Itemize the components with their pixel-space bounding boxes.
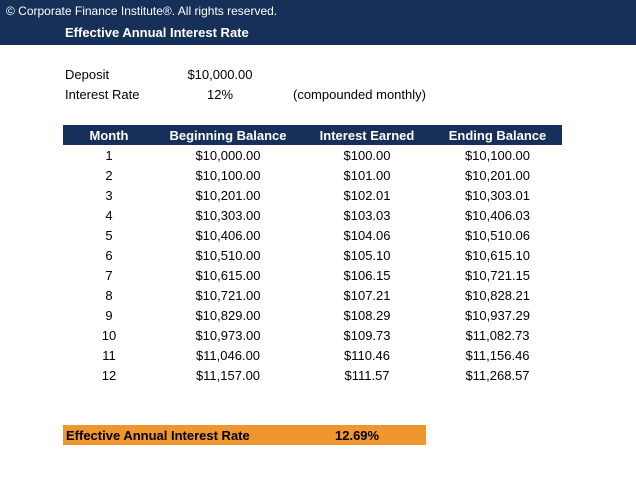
table-row: 4 $10,303.00 $103.03 $10,406.03	[63, 205, 562, 225]
ending-balance-cell[interactable]: $10,303.01	[464, 187, 531, 203]
month-cell[interactable]: 9	[105, 307, 113, 323]
inputs-section: Deposit $10,000.00 Interest Rate 12% (co…	[65, 67, 485, 107]
beginning-balance-cell[interactable]: $11,157.00	[195, 367, 261, 383]
interest-earned-cell[interactable]: $106.15	[343, 267, 391, 283]
column-header-interest-earned: Interest Earned	[301, 125, 433, 145]
table-row: 6 $10,510.00 $105.10 $10,615.10	[63, 245, 562, 265]
deposit-row: Deposit $10,000.00	[65, 67, 485, 87]
column-header-month: Month	[63, 125, 155, 145]
table-row: 1 $10,000.00 $100.00 $10,100.00	[63, 145, 562, 165]
effective-rate-label: Effective Annual Interest Rate	[66, 428, 250, 443]
beginning-balance-cell[interactable]: $10,406.00	[195, 227, 261, 243]
ending-balance-cell[interactable]: $11,156.46	[465, 347, 530, 363]
beginning-balance-cell[interactable]: $10,829.00	[195, 307, 261, 323]
ending-balance-cell[interactable]: $10,406.03	[464, 207, 531, 223]
beginning-balance-cell[interactable]: $10,303.00	[195, 207, 261, 223]
effective-rate-result: Effective Annual Interest Rate 12.69%	[63, 425, 426, 445]
table-row: 5 $10,406.00 $104.06 $10,510.06	[63, 225, 562, 245]
month-cell[interactable]: 1	[105, 147, 113, 163]
table-row: 7 $10,615.00 $106.15 $10,721.15	[63, 265, 562, 285]
table-row: 3 $10,201.00 $102.01 $10,303.01	[63, 185, 562, 205]
interest-earned-cell[interactable]: $103.03	[343, 207, 391, 223]
ending-balance-cell[interactable]: $10,721.15	[464, 267, 531, 283]
copyright-text: © Corporate Finance Institute®. All righ…	[6, 4, 278, 18]
month-cell[interactable]: 2	[105, 167, 113, 183]
column-header-beginning-balance: Beginning Balance	[155, 125, 301, 145]
beginning-balance-cell[interactable]: $10,510.00	[195, 247, 261, 263]
compounding-note: (compounded monthly)	[293, 87, 426, 102]
ending-balance-cell[interactable]: $10,201.00	[464, 167, 531, 183]
month-cell[interactable]: 11	[102, 347, 116, 363]
ending-balance-cell[interactable]: $10,615.10	[464, 247, 531, 263]
table-row: 8 $10,721.00 $107.21 $10,828.21	[63, 285, 562, 305]
month-cell[interactable]: 7	[105, 267, 113, 283]
beginning-balance-cell[interactable]: $10,973.00	[195, 327, 261, 343]
ending-balance-cell[interactable]: $10,828.21	[464, 287, 531, 303]
interest-rate-label: Interest Rate	[65, 87, 140, 102]
table-row: 11 $11,046.00 $110.46 $11,156.46	[63, 345, 562, 365]
interest-earned-cell[interactable]: $102.01	[343, 187, 391, 203]
beginning-balance-cell[interactable]: $10,201.00	[195, 187, 261, 203]
interest-earned-cell[interactable]: $105.10	[343, 247, 391, 263]
effective-rate-value[interactable]: 12.69%	[335, 428, 380, 443]
beginning-balance-cell[interactable]: $11,046.00	[195, 347, 261, 363]
month-cell[interactable]: 6	[105, 247, 113, 263]
column-header-ending-balance: Ending Balance	[433, 125, 562, 145]
interest-earned-cell[interactable]: $109.73	[343, 327, 391, 343]
month-cell[interactable]: 12	[101, 367, 117, 383]
beginning-balance-cell[interactable]: $10,615.00	[195, 267, 261, 283]
ending-balance-cell[interactable]: $11,268.57	[465, 367, 530, 383]
interest-earned-cell[interactable]: $107.21	[343, 287, 391, 303]
interest-earned-cell[interactable]: $111.57	[344, 367, 390, 383]
beginning-balance-cell[interactable]: $10,000.00	[195, 147, 261, 163]
beginning-balance-cell[interactable]: $10,100.00	[195, 167, 261, 183]
interest-earned-cell[interactable]: $108.29	[343, 307, 391, 323]
interest-earned-cell[interactable]: $100.00	[343, 147, 391, 163]
deposit-value[interactable]: $10,000.00	[187, 67, 253, 82]
table-body: 1 $10,000.00 $100.00 $10,100.00 2 $10,100.00 $…	[63, 145, 562, 385]
ending-balance-cell[interactable]: $10,510.06	[464, 227, 531, 243]
interest-rate-value[interactable]: 12%	[206, 87, 234, 102]
interest-schedule-table: Month Beginning Balance Interest Earned …	[63, 125, 562, 385]
table-row: 2 $10,100.00 $101.00 $10,201.00	[63, 165, 562, 185]
month-cell[interactable]: 4	[105, 207, 113, 223]
ending-balance-cell[interactable]: $10,937.29	[464, 307, 531, 323]
ending-balance-cell[interactable]: $10,100.00	[464, 147, 531, 163]
table-row: 10 $10,973.00 $109.73 $11,082.73	[63, 325, 562, 345]
beginning-balance-cell[interactable]: $10,721.00	[195, 287, 261, 303]
month-cell[interactable]: 10	[101, 327, 117, 343]
table-row: 12 $11,157.00 $111.57 $11,268.57	[63, 365, 562, 385]
table-row: 9 $10,829.00 $108.29 $10,937.29	[63, 305, 562, 325]
sheet-title: Effective Annual Interest Rate	[65, 25, 249, 40]
ending-balance-cell[interactable]: $11,082.73	[465, 327, 530, 343]
month-cell[interactable]: 5	[105, 227, 113, 243]
month-cell[interactable]: 3	[105, 187, 113, 203]
header-bar: © Corporate Finance Institute®. All righ…	[0, 0, 636, 45]
interest-earned-cell[interactable]: $101.00	[343, 167, 391, 183]
month-cell[interactable]: 8	[105, 287, 113, 303]
interest-rate-row: Interest Rate 12% (compounded monthly)	[65, 87, 485, 107]
deposit-label: Deposit	[65, 67, 110, 82]
table-header-row: Month Beginning Balance Interest Earned …	[63, 125, 562, 145]
interest-earned-cell[interactable]: $110.46	[343, 347, 391, 363]
interest-earned-cell[interactable]: $104.06	[343, 227, 391, 243]
